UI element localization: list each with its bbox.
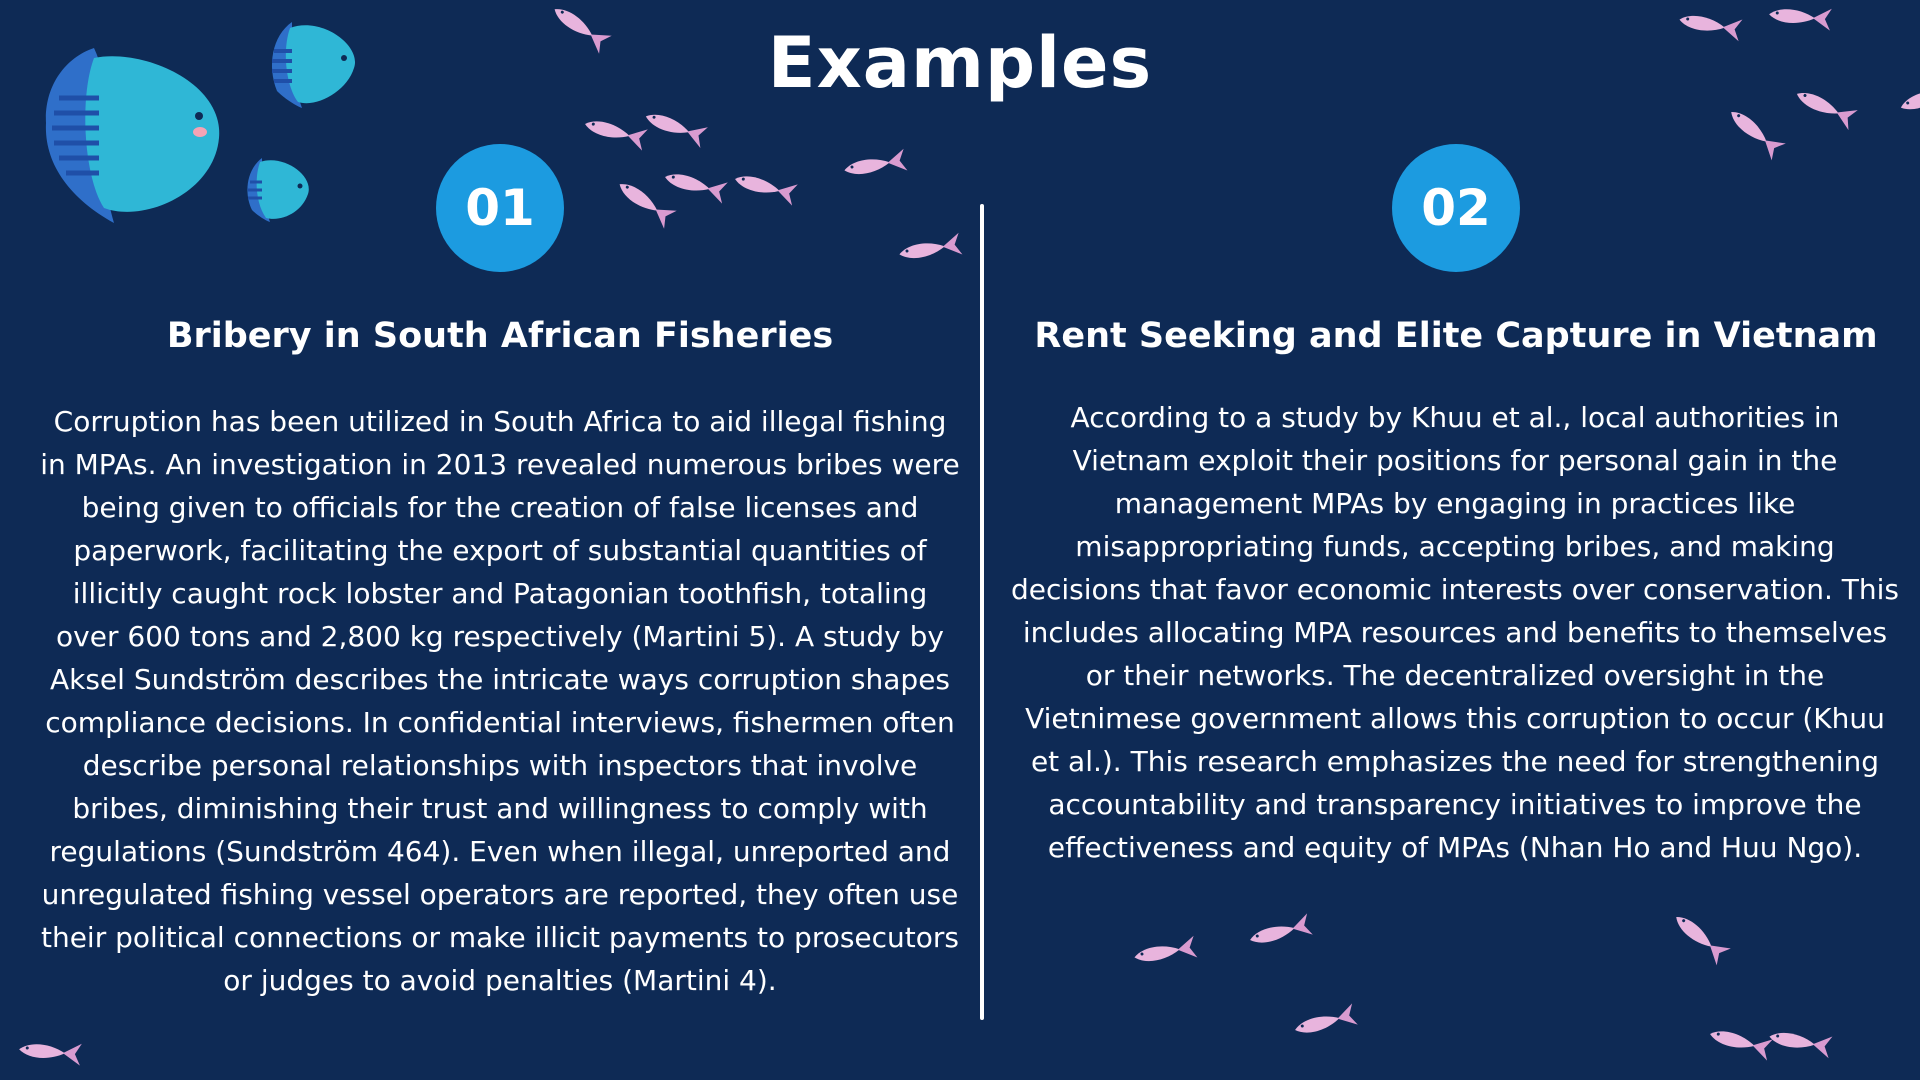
- pink-fish-icon: [619, 184, 677, 229]
- pink-fish-icon: [844, 148, 908, 175]
- example-heading-2: Rent Seeking and Elite Capture in Vietna…: [1034, 316, 1878, 356]
- pink-fish-icon: [19, 1043, 82, 1066]
- pink-fish-icon: [554, 9, 612, 54]
- big-fish-left-icon: [45, 48, 220, 223]
- example-number-badge-2: 02: [1392, 144, 1520, 272]
- pink-fish-icon: [1679, 15, 1743, 42]
- pink-fish-icon: [1710, 1031, 1773, 1061]
- page-title: Examples: [767, 22, 1153, 104]
- example-body-1: Corruption has been utilized in South Af…: [40, 405, 960, 997]
- pink-fish-icon: [1900, 91, 1920, 110]
- pink-fish-icon: [735, 176, 798, 206]
- pink-fish-icon: [899, 232, 963, 259]
- example-heading-1: Bribery in South African Fisheries: [166, 316, 834, 356]
- pink-fish-icon: [1731, 112, 1786, 161]
- pink-fish-icon: [645, 114, 708, 148]
- pink-fish-icon: [1769, 8, 1832, 31]
- pink-fish-icon: [1250, 913, 1313, 943]
- pink-fish-icon: [1676, 917, 1731, 966]
- pink-fish-icon: [1769, 1032, 1833, 1059]
- pink-fish-icon: [1796, 92, 1858, 131]
- example-body-2: According to a study by Khuu et al., loc…: [1010, 401, 1899, 864]
- pink-fish-icon: [1295, 1003, 1358, 1033]
- column-divider: [980, 204, 984, 1020]
- example-number-badge-1: 01: [436, 144, 564, 272]
- pink-fish-icon: [585, 121, 648, 151]
- pink-fish-icon: [1134, 935, 1198, 962]
- small-teal-fish-icon: [247, 158, 309, 222]
- medium-fish-icon: [272, 22, 356, 108]
- pink-fish-icon: [665, 174, 728, 204]
